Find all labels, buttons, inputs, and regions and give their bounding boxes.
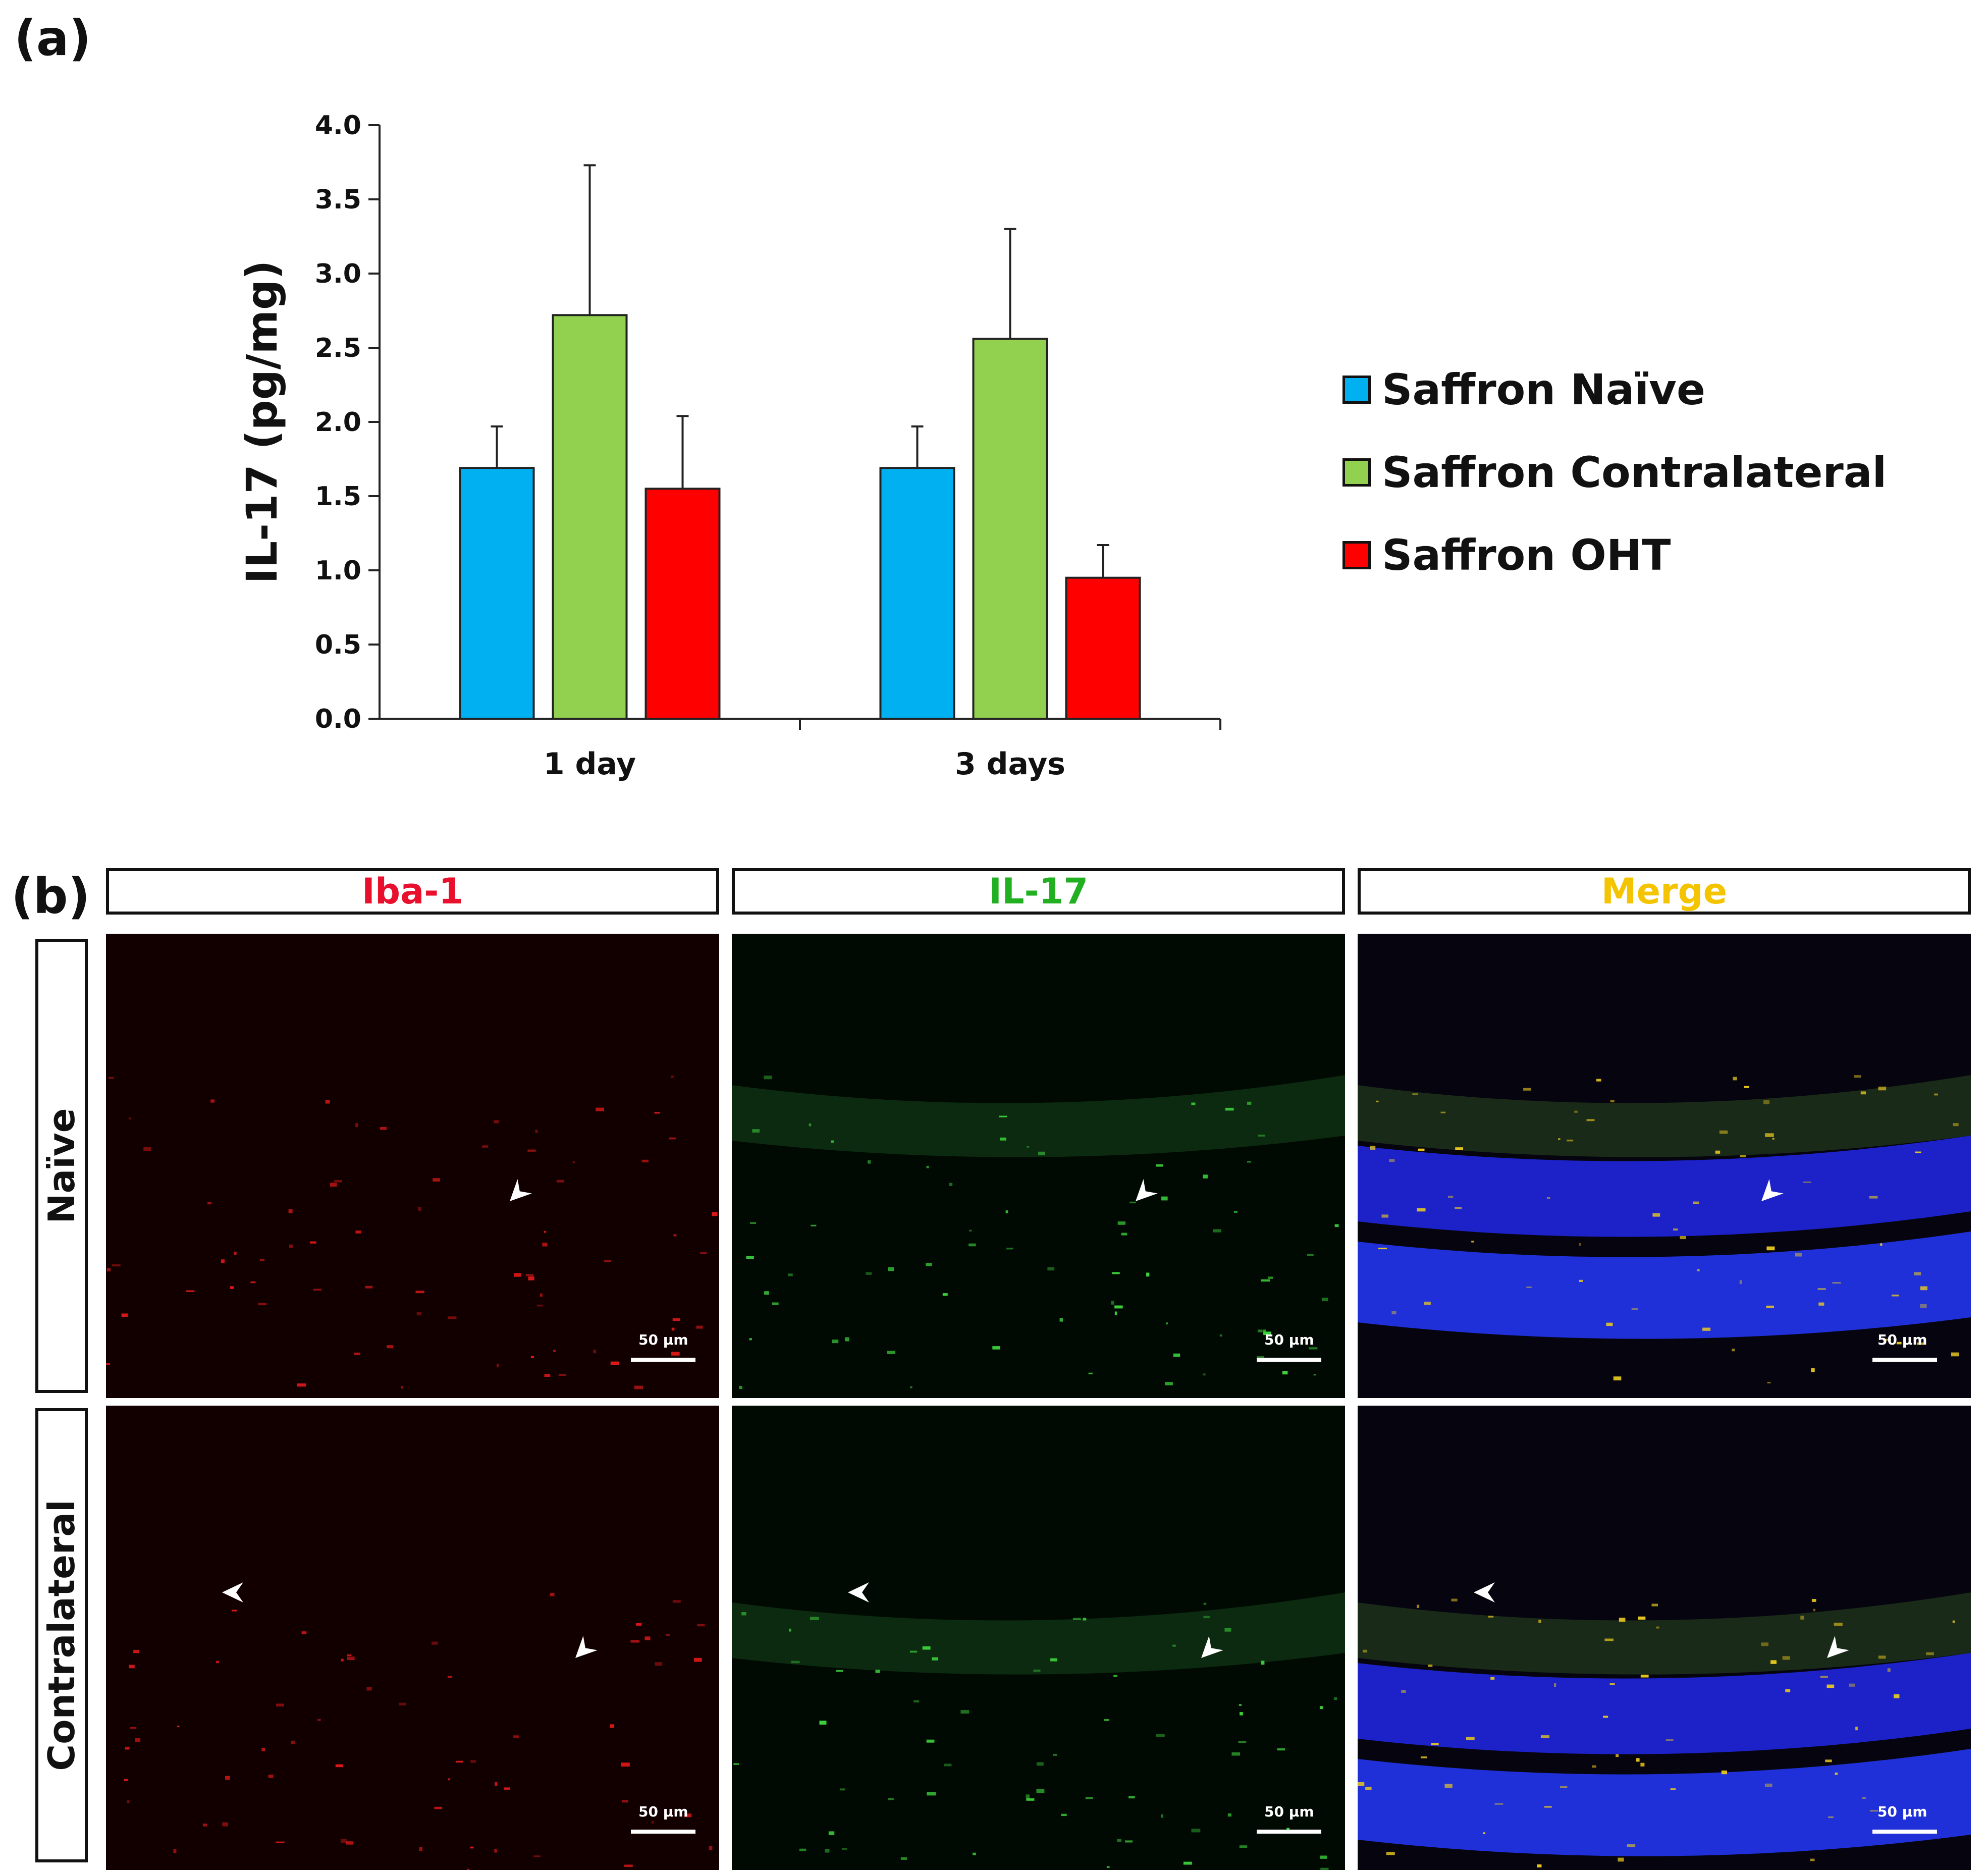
column-header-merge: Merge	[1358, 868, 1971, 915]
legend-swatch	[1342, 458, 1371, 487]
micrograph-contralateral-il17: 50 µm	[732, 1406, 1345, 1870]
bar-0-1	[552, 314, 628, 720]
scale-bar-label: 50 µm	[1877, 1803, 1927, 1820]
row-header-contralateral-label: Contralateral	[40, 1500, 83, 1771]
y-tick-label: 0.0	[315, 704, 361, 734]
scale-bar-label: 50 µm	[638, 1803, 688, 1820]
panel-b-label: (b)	[11, 868, 90, 925]
micrograph-naive-merge: 50 µm	[1358, 934, 1971, 1398]
panel-a-label: (a)	[14, 10, 91, 67]
legend-swatch	[1342, 376, 1371, 404]
scale-bar-label: 50 µm	[638, 1331, 688, 1348]
scale-bar-label: 50 µm	[1264, 1331, 1314, 1348]
micrograph-image	[732, 934, 1345, 1398]
legend-item: Saffron Contralateral	[1342, 431, 1887, 514]
bar-1-2	[1065, 576, 1141, 720]
micrograph-contralateral-iba1: 50 µm	[106, 1406, 719, 1870]
y-tick-label: 3.5	[315, 185, 361, 215]
bar-chart: 0.0 0.5 1.0 1.5 2.0 2.5 3.0 3.5 4.0 1 day 3 days IL…	[237, 111, 1221, 782]
row-header-naive-label: Naïve	[40, 1108, 83, 1224]
micrograph-naive-iba1: 50 µm	[106, 934, 719, 1398]
y-tick-label: 4.0	[315, 111, 361, 141]
legend-label: Saffron Contralateral	[1382, 448, 1887, 497]
scale-bar	[631, 1358, 695, 1362]
arrowhead-marker	[1761, 1179, 1784, 1201]
y-tick-label: 0.5	[315, 630, 361, 660]
legend-label: Saffron Naïve	[1382, 365, 1705, 414]
bar-0-2	[644, 488, 721, 720]
scale-bar	[1872, 1358, 1937, 1362]
scale-bar-label: 50 µm	[1877, 1331, 1927, 1348]
micrograph-naive-il17: 50 µm	[732, 934, 1345, 1398]
arrowhead-marker	[1474, 1582, 1495, 1602]
row-header-naive: Naïve	[35, 939, 88, 1393]
x-tick-label: 3 days	[955, 746, 1065, 782]
micrograph-image	[732, 1406, 1345, 1870]
scale-bar	[1257, 1358, 1321, 1362]
legend-item: Saffron OHT	[1342, 514, 1887, 597]
y-tick-label: 1.0	[315, 556, 361, 586]
arrowhead-marker	[1827, 1636, 1849, 1658]
y-tick-label: 3.0	[315, 259, 361, 289]
legend-swatch	[1342, 541, 1371, 569]
bar-1-1	[972, 338, 1048, 720]
y-axis-title: IL-17 (pg/mg)	[237, 260, 287, 583]
scale-bar-label: 50 µm	[1264, 1803, 1314, 1820]
scale-bar	[631, 1830, 695, 1834]
legend-label: Saffron OHT	[1382, 530, 1671, 580]
arrowhead-marker	[848, 1582, 869, 1602]
micrograph-image	[1358, 934, 1971, 1398]
scale-bar	[1257, 1830, 1321, 1834]
column-header-iba1: Iba-1	[106, 868, 719, 915]
bar-1-0	[879, 467, 955, 720]
arrowhead-marker	[510, 1179, 532, 1201]
y-tick-label: 1.5	[315, 482, 361, 512]
bar-0-0	[459, 467, 535, 720]
chart-legend: Saffron Naïve Saffron Contralateral Saffro…	[1342, 348, 1887, 597]
arrowhead-marker	[222, 1582, 243, 1602]
arrowhead-marker	[1201, 1636, 1223, 1658]
arrowhead-marker	[1136, 1179, 1158, 1201]
row-header-contralateral: Contralateral	[35, 1408, 88, 1862]
x-tick-label: 1 day	[544, 746, 636, 782]
micrograph-image	[106, 934, 719, 1398]
micrograph-image	[106, 1406, 719, 1870]
arrowhead-marker	[575, 1636, 598, 1658]
y-tick-label: 2.5	[315, 333, 361, 363]
micrograph-contralateral-merge: 50 µm	[1358, 1406, 1971, 1870]
legend-item: Saffron Naïve	[1342, 348, 1887, 431]
micrograph-image	[1358, 1406, 1971, 1870]
scale-bar	[1872, 1830, 1937, 1834]
y-tick-label: 2.0	[315, 407, 361, 438]
column-header-il17: IL-17	[732, 868, 1345, 915]
